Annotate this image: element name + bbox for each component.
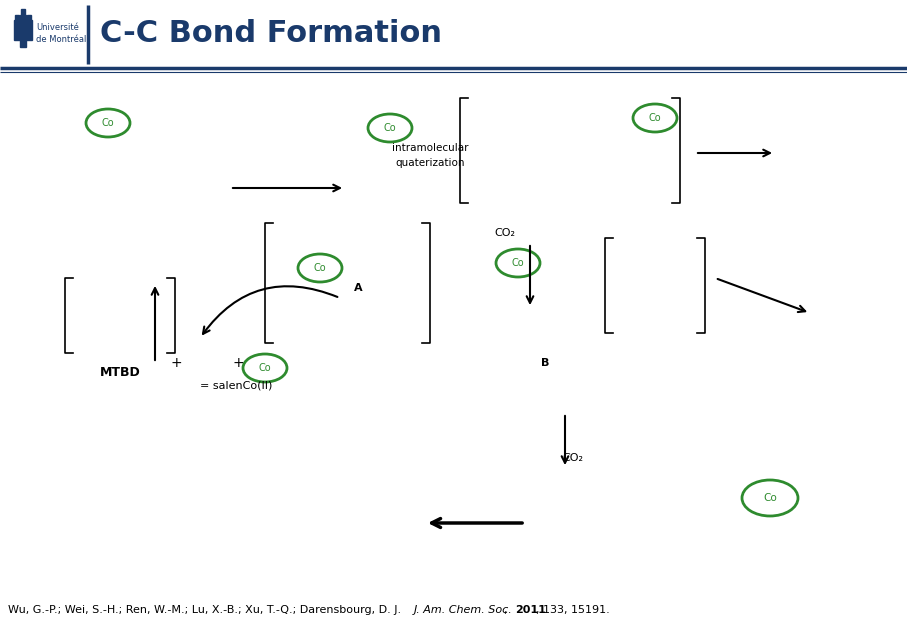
- Text: , 133, 15191.: , 133, 15191.: [536, 605, 610, 615]
- Bar: [26, 20, 32, 40]
- Text: Co: Co: [649, 113, 661, 123]
- Text: Co: Co: [512, 258, 524, 268]
- Text: MTBD: MTBD: [100, 366, 141, 379]
- Text: 2011: 2011: [514, 605, 545, 615]
- Text: = salenCo(II): = salenCo(II): [200, 381, 272, 391]
- Bar: [14, 20, 20, 40]
- Text: A: A: [354, 283, 362, 293]
- Text: Wu, G.-P.; Wei, S.-H.; Ren, W.-M.; Lu, X.-B.; Xu, T.-Q.; Darensbourg, D. J.: Wu, G.-P.; Wei, S.-H.; Ren, W.-M.; Lu, X…: [8, 605, 405, 615]
- Text: Co: Co: [763, 493, 777, 503]
- Bar: [21, 9, 25, 15]
- Text: de Montréal: de Montréal: [36, 34, 86, 44]
- Text: Co: Co: [314, 263, 327, 273]
- Text: Co: Co: [384, 123, 396, 133]
- Bar: [27, 15, 31, 20]
- Bar: [15, 15, 19, 20]
- Text: Université: Université: [36, 22, 79, 31]
- Text: C-C Bond Formation: C-C Bond Formation: [100, 19, 442, 49]
- Text: CO₂: CO₂: [562, 453, 583, 463]
- Text: intramolecular: intramolecular: [392, 143, 468, 153]
- Text: CO₂: CO₂: [494, 228, 515, 238]
- Text: +: +: [232, 356, 244, 370]
- Text: quaterization: quaterization: [395, 158, 464, 168]
- Bar: [0, 68, 907, 603]
- Text: Co: Co: [258, 363, 271, 373]
- Text: Co: Co: [102, 118, 114, 128]
- Text: +: +: [171, 356, 181, 370]
- Bar: [20, 15, 26, 47]
- Text: J. Am. Chem. Soc.: J. Am. Chem. Soc.: [414, 605, 512, 615]
- Text: B: B: [541, 358, 549, 368]
- Text: ,: ,: [504, 605, 511, 615]
